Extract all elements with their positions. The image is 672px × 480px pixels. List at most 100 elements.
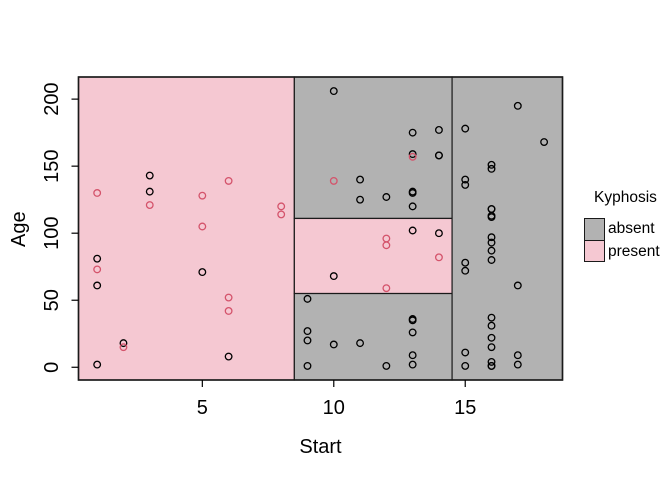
region-absent xyxy=(293,76,453,220)
x-tick-label: 5 xyxy=(197,397,208,419)
data-point-absent xyxy=(93,360,102,369)
legend-entry-absent: absent xyxy=(584,218,660,241)
legend-entry-present: present xyxy=(584,239,660,264)
data-point-absent xyxy=(461,175,470,184)
data-point-absent xyxy=(461,180,470,189)
region-present xyxy=(77,76,295,381)
data-point-absent xyxy=(329,87,338,96)
region-present xyxy=(293,217,453,295)
data-point-absent xyxy=(145,187,154,196)
data-point-present xyxy=(224,293,233,302)
data-point-present xyxy=(382,241,391,250)
data-point-absent xyxy=(487,238,496,247)
data-point-absent xyxy=(461,258,470,267)
data-point-present xyxy=(382,284,391,293)
data-point-absent xyxy=(487,357,496,366)
data-point-absent xyxy=(145,171,154,180)
data-point-present xyxy=(224,307,233,315)
x-axis-title: Start xyxy=(299,436,342,458)
data-point-absent xyxy=(408,328,417,337)
data-point-absent xyxy=(487,246,496,255)
plot-box-border xyxy=(77,76,564,381)
data-point-absent xyxy=(408,351,417,360)
region-absent xyxy=(451,76,564,381)
data-point-absent xyxy=(382,361,391,370)
legend-swatch-present xyxy=(584,239,605,263)
legend-label-absent: absent xyxy=(608,220,655,238)
data-point-present xyxy=(434,253,443,262)
data-point-absent xyxy=(487,160,496,169)
data-point-absent xyxy=(461,361,470,370)
data-point-absent xyxy=(487,361,496,370)
data-point-present xyxy=(224,176,233,185)
legend-label-present: present xyxy=(608,242,660,260)
data-point-present xyxy=(198,222,207,231)
data-point-absent xyxy=(513,101,522,110)
data-point-absent xyxy=(461,348,470,357)
data-point-absent xyxy=(540,138,549,146)
data-point-present xyxy=(145,201,154,209)
data-point-present xyxy=(408,152,417,161)
data-point-absent xyxy=(434,126,443,134)
data-point-present xyxy=(329,176,338,185)
data-point-absent xyxy=(408,187,417,196)
data-point-present xyxy=(198,191,207,200)
legend-entries: absent present xyxy=(584,218,660,263)
data-point-absent xyxy=(434,229,443,238)
data-point-absent xyxy=(303,336,312,345)
data-point-absent xyxy=(356,175,365,184)
data-point-absent xyxy=(487,233,496,242)
region-absent xyxy=(293,292,453,381)
data-point-absent xyxy=(408,360,417,369)
data-point-absent xyxy=(382,193,391,201)
data-point-absent xyxy=(487,321,496,330)
y-tick-label: 50 xyxy=(41,289,63,311)
data-point-absent xyxy=(303,327,312,336)
data-point-absent xyxy=(119,339,128,348)
data-point-absent xyxy=(303,294,312,303)
legend-title: Kyphosis xyxy=(594,189,657,206)
data-point-absent xyxy=(93,281,102,290)
data-point-absent xyxy=(513,281,522,290)
data-point-absent xyxy=(303,361,312,370)
data-point-absent xyxy=(356,339,365,348)
data-point-absent xyxy=(408,128,417,137)
data-point-absent xyxy=(408,202,417,211)
data-point-absent xyxy=(93,254,102,263)
data-point-absent xyxy=(408,150,417,159)
y-tick-label: 0 xyxy=(41,362,63,373)
data-point-absent xyxy=(513,360,522,369)
y-tick-label: 150 xyxy=(41,149,63,182)
data-point-absent xyxy=(461,266,470,275)
x-tick-label: 15 xyxy=(454,397,476,419)
data-point-absent xyxy=(513,351,522,360)
data-point-absent xyxy=(487,313,496,322)
data-point-absent xyxy=(356,195,365,204)
data-point-present xyxy=(277,202,286,211)
legend-swatch-absent xyxy=(584,218,605,241)
data-point-present xyxy=(93,189,102,197)
legend: Kyphosis absent present xyxy=(584,189,660,263)
data-point-absent xyxy=(434,151,443,160)
data-point-absent xyxy=(224,352,233,361)
data-point-absent xyxy=(329,272,338,281)
x-tick-label: 10 xyxy=(323,397,345,419)
data-point-present xyxy=(119,343,128,352)
data-point-absent xyxy=(487,333,496,342)
data-point-absent xyxy=(487,164,496,173)
data-point-present xyxy=(93,265,102,274)
data-point-absent xyxy=(487,205,496,214)
data-point-absent xyxy=(461,124,470,133)
data-point-absent xyxy=(487,343,496,352)
data-point-absent xyxy=(198,268,207,277)
data-point-absent xyxy=(408,226,417,235)
data-point-absent xyxy=(408,315,417,323)
data-point-absent xyxy=(329,340,338,349)
data-point-absent xyxy=(487,213,496,222)
y-tick-label: 200 xyxy=(41,82,63,115)
data-point-absent xyxy=(487,256,496,264)
data-point-present xyxy=(277,210,286,219)
y-axis-title: Age xyxy=(8,211,30,248)
